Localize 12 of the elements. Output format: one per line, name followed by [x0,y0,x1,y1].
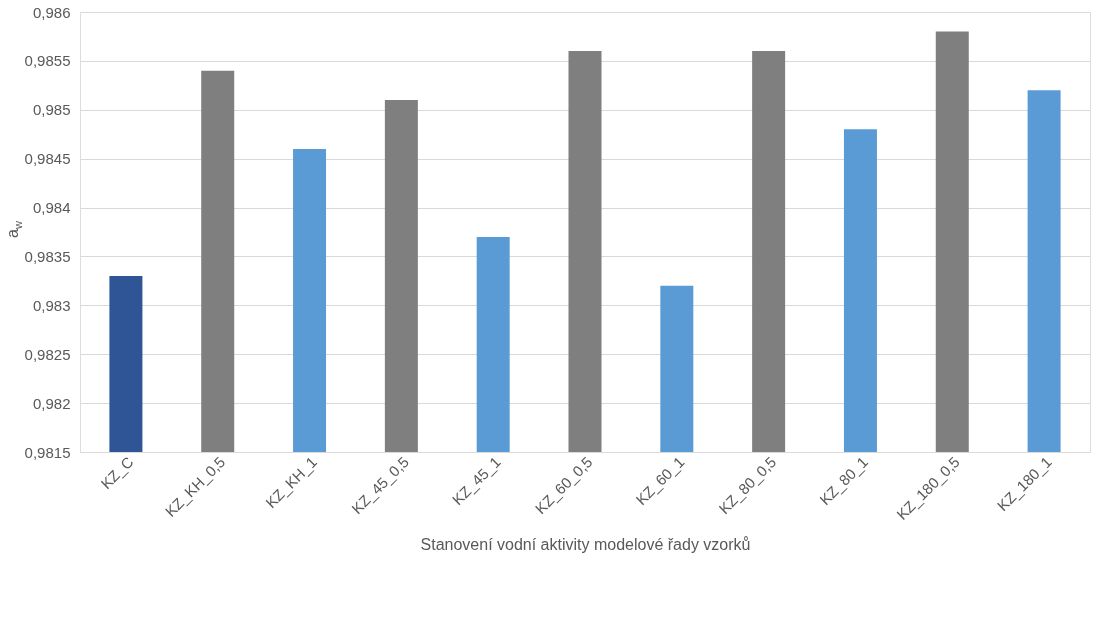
y-tick-label: 0,983 [32,296,71,314]
y-tick-label: 0,9845 [24,150,71,168]
y-tick-label: 0,9815 [24,443,71,461]
y-tick-label: 0,986 [32,3,71,21]
y-tick-label: 0,984 [32,199,71,217]
y-axis-title: aw [4,221,24,238]
y-tick-label: 0,982 [32,394,71,412]
y-tick-label: 0,9855 [24,52,71,70]
y-tick-label: 0,9825 [24,345,71,363]
x-axis-title: Stanovení vodní aktivity modelové řady vzorků [420,535,751,553]
y-tick-label: 0,9835 [24,247,71,265]
y-tick-label: 0,985 [32,101,71,119]
